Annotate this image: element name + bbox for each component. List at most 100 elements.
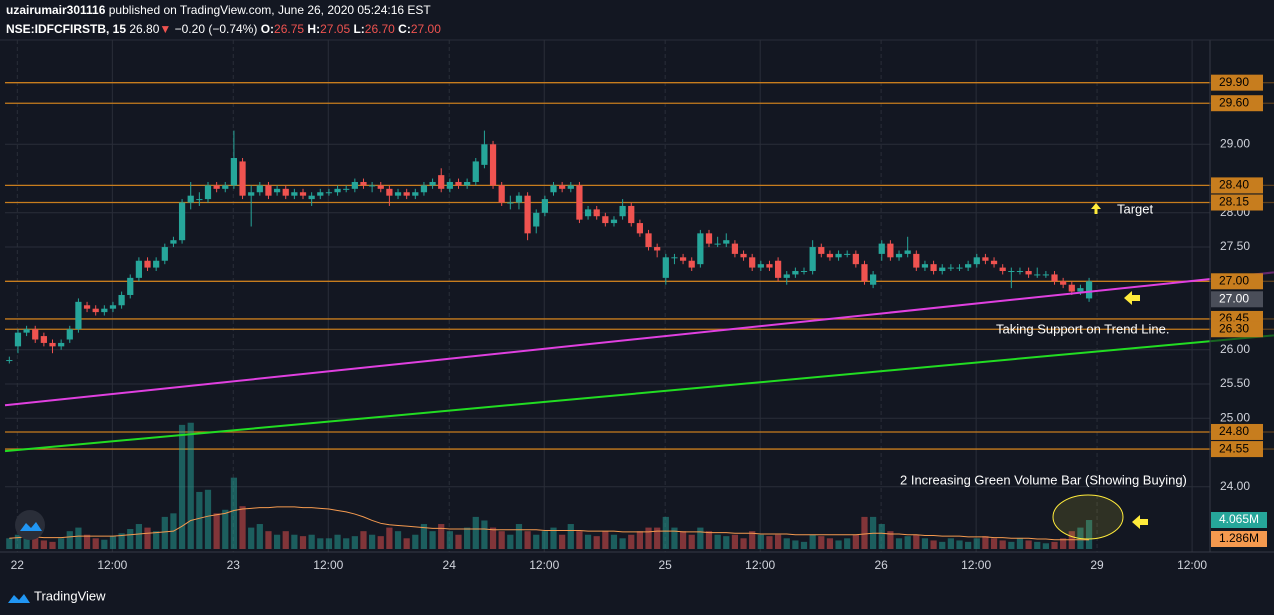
volume-bar — [429, 531, 436, 549]
volume-bar — [809, 534, 816, 549]
volume-badge-label: 4.065M — [1219, 512, 1259, 526]
candle-body — [913, 253, 920, 268]
candle-body — [1042, 274, 1049, 276]
level-label: 27.00 — [1219, 273, 1249, 287]
volume-bar — [308, 534, 315, 549]
volume-ma — [9, 506, 1090, 541]
trend-line — [4, 334, 1274, 453]
volume-bar — [731, 534, 739, 549]
candle-body — [343, 188, 350, 190]
volume-bar — [584, 534, 592, 549]
candle-body — [809, 247, 816, 272]
x-tick-label: 12:00 — [745, 558, 775, 572]
volume-bar — [714, 534, 721, 549]
volume-bar — [930, 540, 937, 549]
volume-bar — [783, 538, 790, 549]
candle-body — [697, 233, 704, 265]
volume-bar — [343, 538, 350, 549]
volume-bar — [161, 516, 168, 549]
volume-bar — [757, 534, 764, 549]
tv-logo-circle — [15, 510, 45, 540]
candle-body — [610, 219, 618, 224]
volume-bar — [351, 536, 358, 549]
volume-bar — [127, 529, 134, 549]
candle-body — [291, 192, 298, 196]
level-label: 28.15 — [1219, 195, 1249, 209]
candle-body — [489, 144, 497, 186]
candle-body — [334, 188, 341, 193]
candle-body — [49, 342, 56, 347]
candle-body — [870, 274, 877, 285]
candle-body — [723, 240, 730, 244]
volume-badge — [1211, 512, 1267, 528]
candle-body — [1051, 274, 1058, 282]
x-tick-label: 12:00 — [97, 558, 127, 572]
candle-body — [887, 243, 894, 258]
candle-body — [161, 247, 168, 261]
volume-bar — [965, 541, 972, 549]
volume-bar — [636, 531, 644, 549]
h-value: 27.05 — [320, 22, 350, 36]
volume-bar — [679, 531, 687, 549]
candle-body — [507, 202, 514, 204]
candle-body — [1016, 271, 1024, 273]
candle-body — [757, 264, 764, 268]
candle-body — [559, 185, 566, 189]
volume-pane — [6, 422, 1093, 549]
candle-body — [533, 212, 540, 227]
candle-body — [550, 185, 557, 193]
volume-bar — [230, 477, 238, 549]
volume-bar — [325, 538, 333, 549]
candle-body — [679, 257, 687, 261]
volume-bar — [49, 541, 56, 549]
volume-bar — [1016, 538, 1024, 549]
volume-bar — [299, 536, 307, 549]
candle-body — [541, 199, 548, 213]
candle-body — [222, 185, 229, 189]
volume-bar — [921, 538, 929, 549]
candle-body — [196, 199, 203, 201]
volume-bar — [826, 538, 834, 549]
level-badge — [1211, 95, 1263, 112]
candle-body — [135, 260, 142, 278]
candle-body — [1025, 271, 1032, 275]
volume-bar — [66, 531, 73, 549]
y-tick-label: 25.00 — [1220, 410, 1250, 424]
candle-body — [282, 188, 289, 196]
volume-bar — [239, 506, 246, 549]
volume-bar — [153, 531, 160, 549]
candle-body — [256, 185, 263, 193]
candle-body — [895, 253, 903, 258]
candle-body — [852, 253, 859, 265]
level-label: 24.55 — [1219, 441, 1249, 455]
candle-body — [930, 264, 937, 272]
volume-bar — [895, 538, 903, 549]
volume-bar — [697, 527, 704, 549]
candle-body — [144, 260, 151, 268]
candle-body — [66, 329, 73, 340]
candle-body — [844, 253, 851, 255]
x-tick-label: 25 — [658, 558, 672, 572]
candle-body — [688, 260, 695, 268]
candle-body — [904, 250, 911, 254]
candle-body — [14, 332, 22, 347]
volume-bar — [135, 524, 142, 549]
volume-bar — [83, 534, 91, 549]
volume-bar — [291, 534, 298, 549]
candle-body — [230, 158, 238, 186]
volume-bar — [58, 538, 65, 549]
candle-body — [878, 243, 885, 254]
candle-body — [58, 342, 65, 347]
candle-body — [23, 329, 30, 333]
candle-body — [783, 274, 790, 278]
candle-body — [386, 188, 393, 196]
candle-body — [973, 257, 980, 265]
volume-bar — [567, 524, 574, 549]
volume-bar — [360, 531, 367, 549]
candle-body — [515, 195, 523, 203]
candle-body — [956, 267, 963, 269]
level-label: 29.90 — [1219, 75, 1249, 89]
o-key: O: — [261, 22, 274, 36]
level-badge — [1211, 74, 1263, 91]
